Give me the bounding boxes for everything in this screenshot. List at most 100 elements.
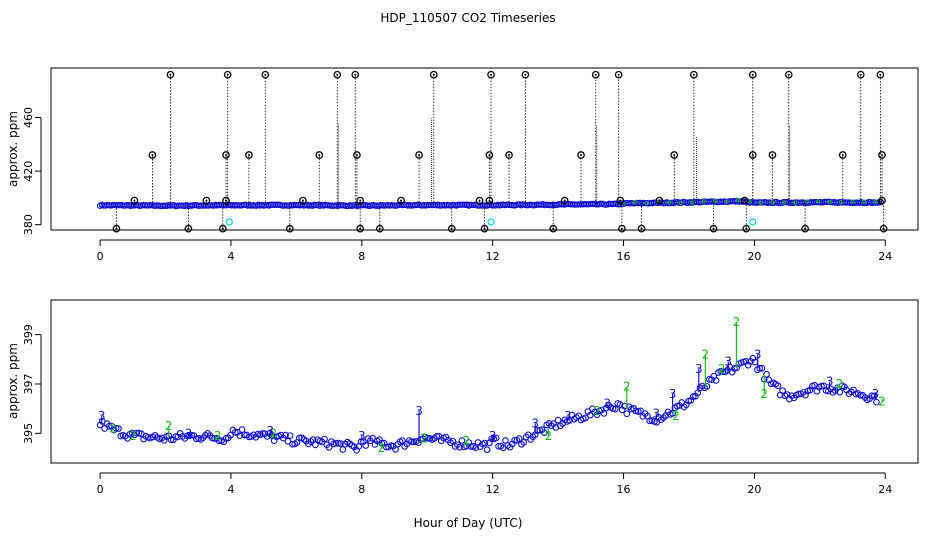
label-3-mark: 3 bbox=[266, 424, 274, 438]
label-2-mark: 2 bbox=[878, 394, 886, 408]
top-panel-y-label: approx. ppm bbox=[6, 111, 20, 187]
spike-floor-point bbox=[447, 224, 456, 233]
cyan-point bbox=[225, 218, 233, 226]
spike-high-point-center bbox=[336, 73, 339, 76]
baseline-green-point bbox=[690, 200, 695, 205]
sample-point bbox=[705, 376, 713, 383]
spike-low-point bbox=[655, 196, 664, 205]
sample-point bbox=[873, 398, 880, 406]
spike-mid-point-center bbox=[225, 154, 228, 157]
sample-point bbox=[488, 435, 496, 443]
spike-floor-point bbox=[618, 224, 626, 233]
spike-low-point-center bbox=[205, 199, 208, 202]
spike-mid-point-center bbox=[841, 154, 844, 157]
label-2-mark: 2 bbox=[718, 362, 726, 376]
spike-floor-point-center bbox=[288, 227, 291, 230]
sample-point bbox=[231, 429, 239, 436]
spike-high-point-center bbox=[594, 73, 597, 76]
spike-floor-point-center bbox=[620, 227, 623, 230]
spike-low-point-center bbox=[488, 199, 491, 202]
spike-high-point bbox=[429, 70, 438, 79]
spike-mid-point-center bbox=[508, 154, 511, 157]
spike-high-point bbox=[748, 70, 757, 79]
baseline-green-point bbox=[701, 199, 706, 204]
spike-floor-point bbox=[742, 224, 751, 233]
bottom-panel-x-tick-label: 4 bbox=[227, 483, 234, 496]
label-3-mark: 3 bbox=[826, 375, 834, 389]
sample-point bbox=[167, 436, 175, 443]
spike-floor-point-center bbox=[745, 227, 748, 230]
sample-point bbox=[818, 382, 825, 390]
spike-mid-point-center bbox=[247, 154, 250, 157]
spike-floor-point bbox=[709, 224, 718, 233]
spike-high-point bbox=[223, 70, 232, 79]
spike-high-point-center bbox=[264, 73, 267, 76]
baseline-green-point bbox=[816, 199, 821, 204]
spike-mid-point-center bbox=[355, 154, 358, 157]
spike-high-point bbox=[876, 70, 885, 79]
spike-low-point bbox=[299, 196, 307, 205]
sample-point bbox=[321, 435, 328, 443]
sample-point bbox=[492, 434, 500, 442]
sample-point bbox=[481, 439, 489, 447]
spike-low-point-center bbox=[658, 199, 661, 202]
top-panel-x-tick-label: 20 bbox=[747, 250, 761, 263]
spike-floor-point-center bbox=[450, 227, 453, 230]
sample-point bbox=[449, 437, 457, 445]
sample-point bbox=[712, 377, 720, 384]
spike-floor-point bbox=[375, 224, 384, 233]
sample-point bbox=[295, 434, 303, 442]
spike-floor-point-center bbox=[378, 227, 381, 230]
spike-high-point-center bbox=[751, 73, 754, 76]
spike-high-point bbox=[784, 70, 793, 79]
spike-floor-point bbox=[549, 224, 558, 233]
spike-mid-point bbox=[878, 151, 886, 159]
sample-point bbox=[183, 432, 191, 440]
sample-point bbox=[483, 446, 491, 454]
sample-point bbox=[456, 443, 463, 451]
label-3-mark: 3 bbox=[531, 416, 539, 430]
label-3-mark: 3 bbox=[669, 387, 677, 401]
baseline-green-point bbox=[758, 200, 764, 205]
spike-high-point-center bbox=[432, 73, 435, 76]
label-2-mark: 2 bbox=[420, 431, 428, 445]
bottom-panel-y-tick-label: 399 bbox=[22, 324, 35, 345]
sample-point bbox=[408, 438, 415, 445]
spike-floor-point bbox=[801, 224, 809, 233]
label-2-mark: 2 bbox=[594, 404, 602, 418]
spike-high-point bbox=[521, 70, 530, 79]
sample-point bbox=[703, 383, 711, 390]
spike-mid-point-center bbox=[771, 154, 774, 157]
bottom-panel-x-label: Hour of Day (UTC) bbox=[414, 516, 523, 530]
spike-low-point-center bbox=[359, 199, 362, 202]
bottom-panel-x-tick-label: 12 bbox=[486, 483, 500, 496]
spike-low-point bbox=[560, 196, 569, 205]
bottom-panel-x-tick-label: 16 bbox=[617, 483, 631, 496]
top-panel-y-tick-label: 420 bbox=[22, 161, 35, 182]
spike-high-point-center bbox=[692, 73, 695, 76]
spike-high-point bbox=[690, 70, 698, 79]
spike-high-point-center bbox=[169, 73, 172, 76]
label-2-mark: 2 bbox=[109, 421, 117, 435]
baseline-green-point bbox=[632, 200, 638, 205]
baseline-green-point bbox=[861, 199, 867, 204]
spike-floor-point bbox=[356, 224, 365, 233]
sample-point bbox=[600, 410, 608, 417]
cyan-point bbox=[487, 218, 495, 226]
spike-low-point-center bbox=[743, 199, 746, 202]
spike-high-point-center bbox=[490, 73, 493, 76]
spike-low-point-center bbox=[619, 199, 622, 202]
sample-point bbox=[325, 443, 333, 451]
sample-point bbox=[357, 438, 365, 446]
bottom-panel-y-label: approx. ppm bbox=[6, 343, 20, 419]
spike-mid-point-center bbox=[580, 154, 583, 157]
spike-high-point bbox=[591, 70, 600, 79]
spike-low-point-center bbox=[133, 199, 136, 202]
baseline-green-point bbox=[770, 200, 775, 205]
sample-point bbox=[795, 390, 802, 398]
top-panel-y-axis: 380 420 460 bbox=[22, 107, 42, 235]
spike-floor-point bbox=[184, 224, 193, 233]
sample-point bbox=[259, 430, 267, 437]
